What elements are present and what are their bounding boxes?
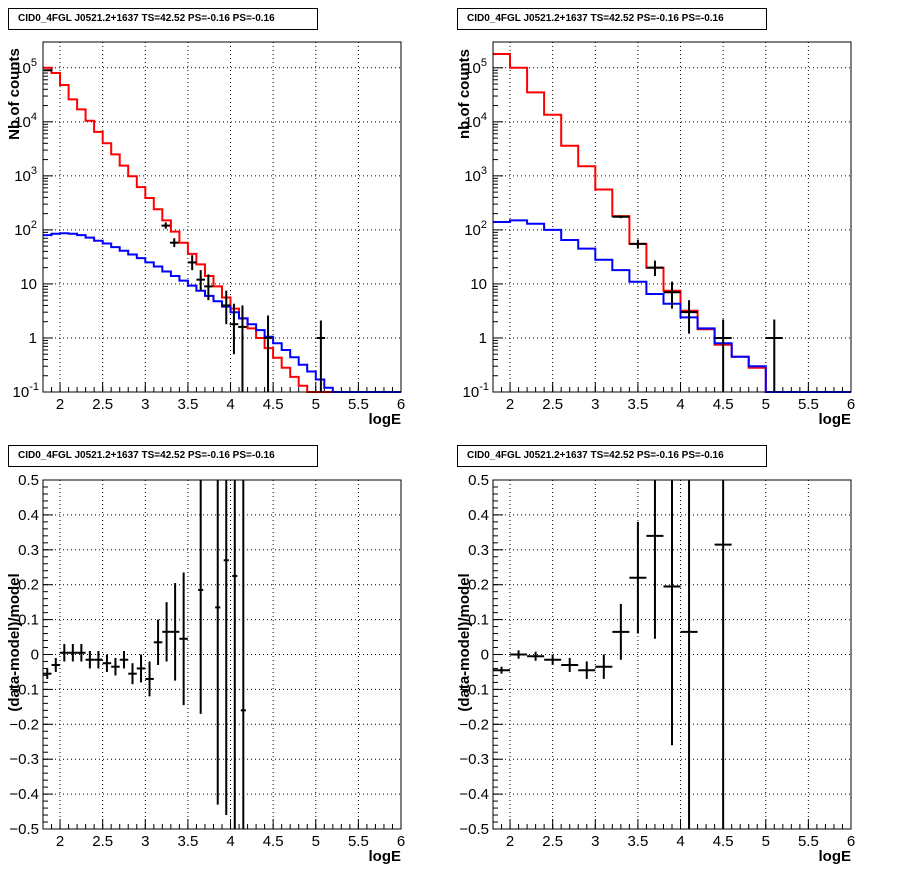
y-tick-label: 105: [14, 57, 37, 77]
y-tick-label: 1: [29, 330, 37, 347]
x-axis-label: logE: [369, 411, 402, 428]
y-tick-label: 0.1: [468, 612, 489, 629]
x-axis-label: logE: [819, 848, 852, 865]
x-tick-label: 3.5: [177, 833, 198, 850]
y-tick-label: 0.4: [468, 507, 489, 524]
x-tick-label: 4: [226, 833, 234, 850]
plot-panel-2: 2 2.5 3 3.5 4 4.5 5 5.5 6 −0.5 −0.4 −0.3 −0.2 −0.1 0 0.…: [6, 472, 405, 865]
y-tick-label: −0.5: [9, 821, 39, 838]
series-step-line-1: [43, 232, 401, 393]
y-tick-label: 103: [14, 165, 37, 185]
y-tick-label: 102: [464, 219, 487, 239]
x-tick-label: 3: [591, 396, 599, 413]
x-tick-label: 2.5: [542, 396, 563, 413]
y-tick-label: 0.2: [18, 577, 39, 594]
x-tick-label: 5.5: [798, 833, 819, 850]
x-tick-label: 3.5: [177, 396, 198, 413]
x-tick-label: 6: [397, 396, 405, 413]
x-tick-label: 2.5: [92, 396, 113, 413]
y-tick-label: 104: [464, 111, 487, 131]
plot-frame: [42, 479, 402, 830]
x-tick-label: 3: [591, 833, 599, 850]
y-tick-label: 0.5: [468, 472, 489, 489]
y-tick-label: 0: [481, 647, 489, 664]
plot-frame: [492, 479, 852, 830]
plot-title-bottom-left: CID0_4FGL J0521.2+1637 TS=42.52 PS=-0.16…: [8, 445, 318, 467]
x-axis-label: logE: [819, 411, 852, 428]
y-tick-label: 10-1: [463, 381, 489, 401]
x-tick-label: 6: [847, 833, 855, 850]
plot-title-top-right: CID0_4FGL J0521.2+1637 TS=42.52 PS=-0.16…: [457, 8, 767, 30]
series-step-line-0: [493, 53, 851, 393]
y-axis-label: nb of counts: [456, 49, 473, 139]
y-tick-label: −0.2: [459, 716, 489, 733]
y-tick-label: −0.1: [459, 681, 489, 698]
x-tick-label: 3.5: [627, 396, 648, 413]
y-tick-label: −0.4: [9, 786, 39, 803]
plot-title-bottom-right: CID0_4FGL J0521.2+1637 TS=42.52 PS=-0.16…: [457, 445, 767, 467]
x-tick-label: 2: [56, 833, 64, 850]
x-tick-label: 6: [847, 396, 855, 413]
x-tick-label: 4: [676, 396, 684, 413]
plot-panel-3: 2 2.5 3 3.5 4 4.5 5 5.5 6 −0.5 −0.4 −0.3 −0.2 −0.1 0 0.…: [456, 472, 855, 865]
x-tick-label: 5.5: [348, 833, 369, 850]
y-tick-label: −0.2: [9, 716, 39, 733]
x-tick-label: 4.5: [713, 396, 734, 413]
x-tick-label: 5: [762, 396, 770, 413]
x-tick-label: 4: [226, 396, 234, 413]
x-tick-label: 2.5: [92, 833, 113, 850]
x-tick-label: 2: [506, 833, 514, 850]
x-tick-label: 4.5: [263, 833, 284, 850]
x-tick-label: 2.5: [542, 833, 563, 850]
y-tick-label: 0.3: [468, 542, 489, 559]
x-tick-label: 6: [397, 833, 405, 850]
x-tick-label: 5.5: [798, 396, 819, 413]
x-axis-label: logE: [369, 848, 402, 865]
y-tick-label: −0.3: [9, 751, 39, 768]
x-tick-label: 5.5: [348, 396, 369, 413]
y-axis-label: Nb of counts: [6, 48, 23, 140]
plot-panel-0: 2 2.5 3 3.5 4 4.5 5 5.5 6 10-1 1 10 102 103 104 105 logE…: [6, 41, 405, 428]
y-tick-label: 0.4: [18, 507, 39, 524]
series-step-line-0: [43, 66, 401, 393]
plot-frame: [492, 41, 852, 393]
y-axis-label: (data-model)/model: [6, 573, 23, 711]
x-tick-label: 4: [676, 833, 684, 850]
x-tick-label: 3.5: [627, 833, 648, 850]
y-tick-label: 104: [14, 111, 37, 131]
x-tick-label: 3: [141, 833, 149, 850]
plot-frame: [42, 41, 402, 393]
y-tick-label: 103: [464, 165, 487, 185]
y-tick-label: −0.4: [459, 786, 489, 803]
y-tick-label: −0.1: [9, 681, 39, 698]
y-axis-label: (data-model)/model: [456, 573, 473, 711]
y-tick-label: 10: [20, 276, 37, 293]
y-tick-label: 10-1: [13, 381, 39, 401]
y-tick-label: 0.5: [18, 472, 39, 489]
y-tick-label: −0.5: [459, 821, 489, 838]
y-tick-label: −0.3: [459, 751, 489, 768]
y-tick-label: 102: [14, 219, 37, 239]
x-tick-label: 2: [56, 396, 64, 413]
x-tick-label: 2: [506, 396, 514, 413]
x-tick-label: 3: [141, 396, 149, 413]
y-tick-label: 0.2: [468, 577, 489, 594]
y-tick-label: 10: [470, 276, 487, 293]
y-tick-label: 0: [31, 647, 39, 664]
x-tick-label: 4.5: [713, 833, 734, 850]
plot-panel-1: 2 2.5 3 3.5 4 4.5 5 5.5 6 10-1 1 10 102 103 104 105 logE…: [456, 41, 855, 428]
series-step-line-1: [493, 219, 851, 393]
x-tick-label: 4.5: [263, 396, 284, 413]
y-tick-label: 1: [479, 330, 487, 347]
y-tick-label: 0.1: [18, 612, 39, 629]
y-tick-label: 105: [464, 57, 487, 77]
y-tick-label: 0.3: [18, 542, 39, 559]
plot-title-top-left: CID0_4FGL J0521.2+1637 TS=42.52 PS=-0.16…: [8, 8, 318, 30]
x-tick-label: 5: [312, 396, 320, 413]
x-tick-label: 5: [762, 833, 770, 850]
x-tick-label: 5: [312, 833, 320, 850]
